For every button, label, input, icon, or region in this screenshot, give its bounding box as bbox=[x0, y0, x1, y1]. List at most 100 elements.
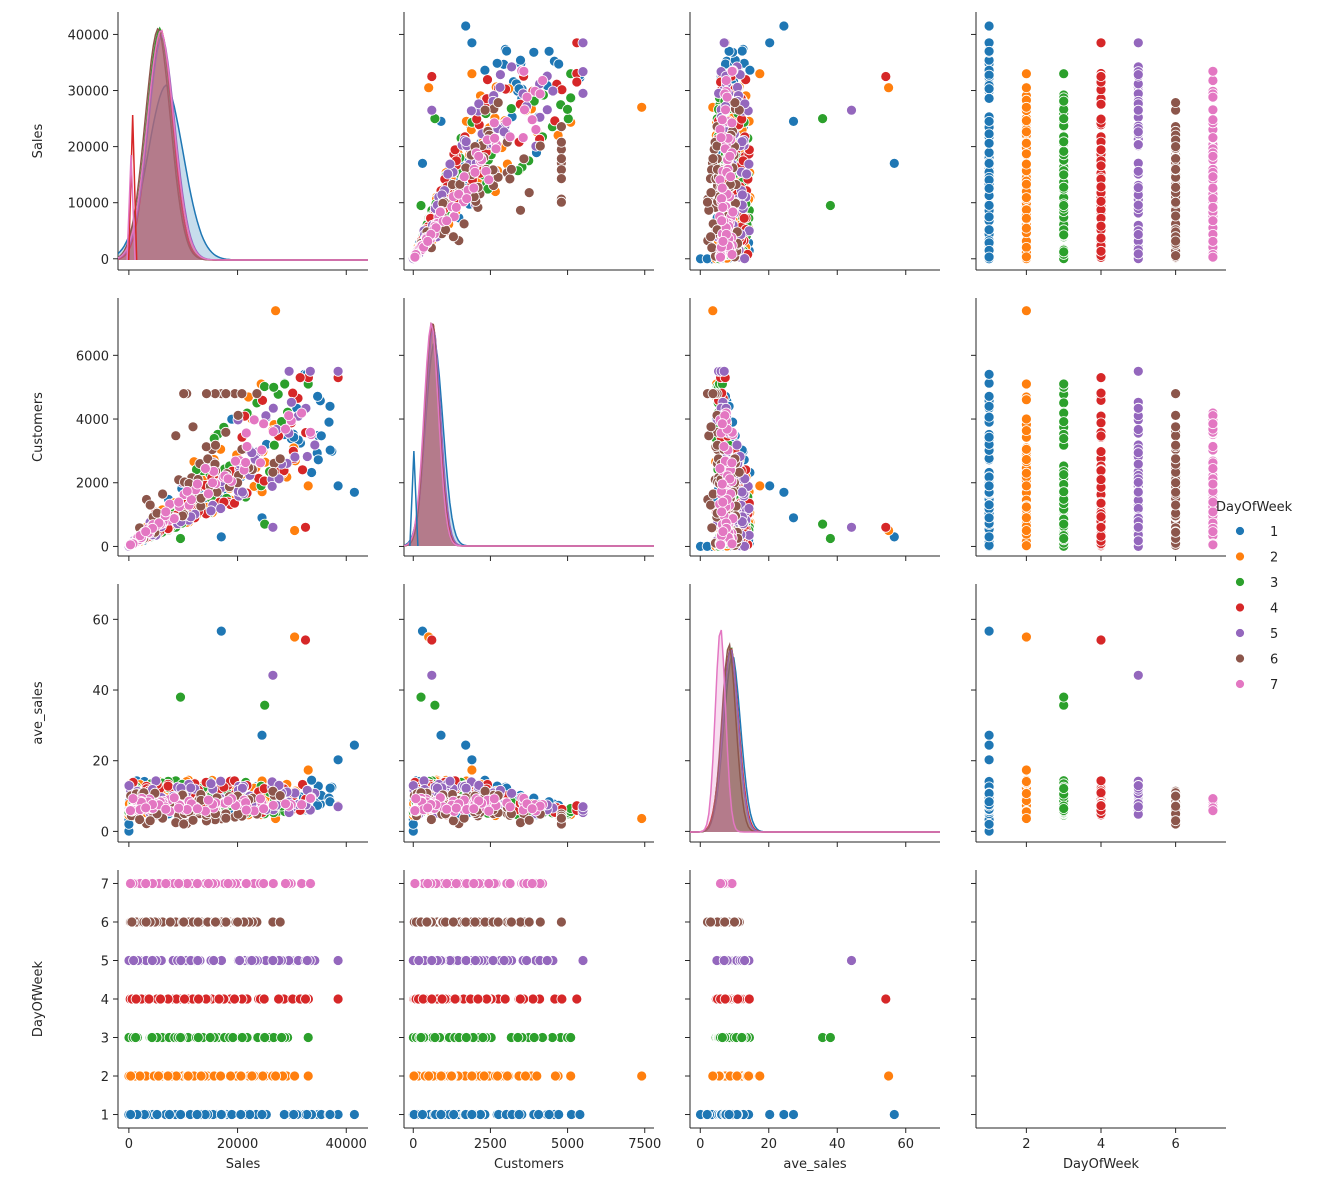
point bbox=[240, 427, 252, 439]
point bbox=[825, 200, 836, 211]
point bbox=[983, 754, 995, 766]
point bbox=[1021, 115, 1032, 126]
kde-spike bbox=[126, 154, 136, 261]
y-tick-label: 20 bbox=[92, 755, 109, 770]
point bbox=[707, 305, 719, 317]
point bbox=[306, 467, 318, 478]
point bbox=[731, 439, 743, 451]
series-6 bbox=[1170, 97, 1181, 264]
point bbox=[304, 365, 316, 377]
point bbox=[444, 158, 456, 170]
point bbox=[429, 699, 441, 711]
point bbox=[296, 799, 308, 810]
point bbox=[565, 92, 577, 104]
y-tick-label: 3 bbox=[101, 1032, 109, 1047]
point bbox=[1170, 800, 1181, 812]
point bbox=[283, 365, 295, 377]
point bbox=[537, 75, 548, 86]
point bbox=[705, 499, 716, 511]
point bbox=[983, 251, 995, 263]
point bbox=[1170, 409, 1181, 421]
point bbox=[441, 215, 453, 227]
point bbox=[255, 457, 266, 469]
point bbox=[1132, 669, 1144, 681]
point bbox=[705, 421, 717, 433]
point bbox=[259, 381, 270, 392]
point bbox=[1132, 165, 1144, 177]
point bbox=[1170, 477, 1181, 489]
point bbox=[140, 802, 152, 814]
series-5 bbox=[1132, 669, 1144, 820]
point bbox=[1132, 248, 1144, 260]
series-3 bbox=[1058, 378, 1070, 552]
point bbox=[501, 45, 513, 57]
point bbox=[817, 113, 828, 124]
point bbox=[267, 669, 279, 681]
point bbox=[297, 464, 308, 476]
point bbox=[468, 182, 480, 194]
point bbox=[1207, 539, 1219, 551]
point bbox=[289, 1070, 301, 1082]
point bbox=[1095, 474, 1107, 486]
y-tick-label: 30000 bbox=[68, 85, 109, 100]
point bbox=[1132, 229, 1144, 240]
series-7 bbox=[1207, 407, 1219, 551]
point bbox=[738, 212, 750, 224]
kde-fill bbox=[404, 342, 654, 546]
point bbox=[505, 103, 517, 114]
point bbox=[1058, 378, 1070, 390]
point bbox=[305, 426, 316, 438]
point bbox=[705, 187, 717, 199]
point bbox=[717, 496, 729, 508]
point bbox=[754, 68, 766, 80]
point bbox=[140, 526, 152, 537]
point bbox=[764, 480, 776, 492]
series-7 bbox=[124, 792, 317, 817]
point bbox=[1058, 691, 1070, 703]
point bbox=[714, 463, 726, 474]
point bbox=[494, 69, 506, 80]
series-1 bbox=[983, 368, 995, 552]
point bbox=[718, 37, 730, 49]
point bbox=[721, 91, 733, 103]
point bbox=[556, 121, 567, 132]
point bbox=[175, 691, 186, 703]
kde-fill bbox=[404, 324, 654, 546]
point bbox=[577, 37, 589, 49]
point bbox=[301, 451, 313, 462]
point bbox=[743, 158, 755, 170]
point bbox=[1058, 200, 1070, 211]
point bbox=[466, 764, 478, 776]
point bbox=[983, 137, 995, 149]
kde-ave_sales-7 bbox=[690, 629, 940, 833]
point bbox=[1132, 402, 1144, 414]
point bbox=[258, 418, 270, 430]
point bbox=[235, 1109, 247, 1120]
kde-fill bbox=[690, 650, 940, 832]
y-tick-label: 40 bbox=[92, 684, 109, 699]
point bbox=[726, 457, 738, 469]
point bbox=[458, 171, 470, 183]
point bbox=[736, 136, 748, 148]
point bbox=[736, 45, 748, 57]
point bbox=[1170, 421, 1181, 433]
point bbox=[983, 93, 995, 104]
point bbox=[716, 114, 728, 126]
point bbox=[460, 739, 472, 751]
point bbox=[409, 251, 421, 263]
point bbox=[504, 131, 516, 143]
point bbox=[718, 365, 730, 377]
x-tick-label: 0 bbox=[125, 1137, 133, 1152]
point bbox=[144, 499, 156, 511]
point bbox=[515, 54, 526, 66]
point bbox=[285, 396, 297, 408]
point bbox=[556, 153, 567, 165]
point bbox=[1021, 776, 1032, 787]
point bbox=[324, 1109, 336, 1120]
point bbox=[160, 506, 172, 518]
point bbox=[182, 1070, 194, 1082]
point bbox=[415, 691, 427, 703]
point bbox=[450, 201, 462, 213]
